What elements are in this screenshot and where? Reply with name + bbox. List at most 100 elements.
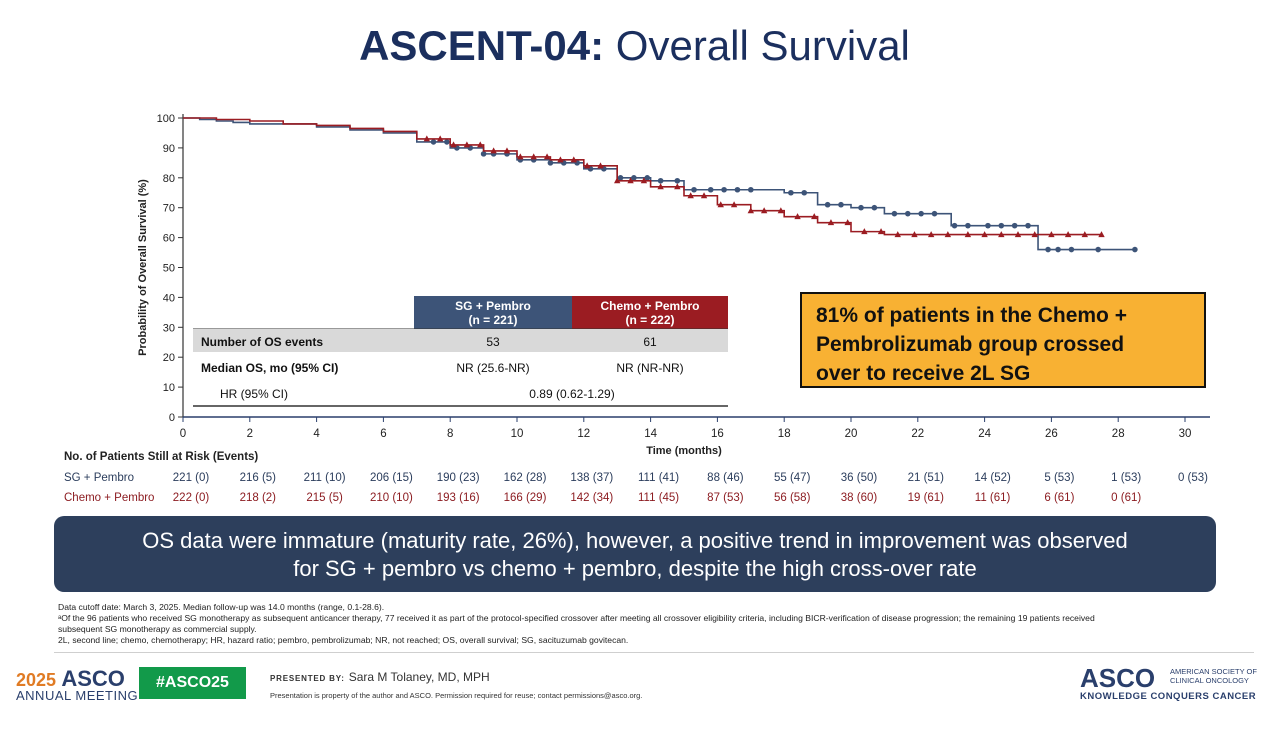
asco-logo: ASCO xyxy=(1080,663,1156,693)
censor-mark-sg xyxy=(1025,222,1031,229)
table-row-2-label: Median OS, mo (95% CI) xyxy=(201,361,338,375)
risk-value-chemo: 222 (0) xyxy=(172,492,210,504)
censor-mark-sg xyxy=(631,175,637,181)
y-tick-label: 40 xyxy=(163,292,175,304)
censor-mark-chemo xyxy=(717,201,724,208)
censor-mark-sg xyxy=(657,177,664,184)
risk-value-sg: 216 (5) xyxy=(239,472,277,484)
meeting-name: ANNUAL MEETING xyxy=(16,688,139,703)
censor-mark-chemo xyxy=(981,231,988,238)
censor-mark-sg xyxy=(918,210,924,217)
censor-mark-chemo xyxy=(894,231,901,238)
table-row-1-bg xyxy=(193,329,728,352)
x-tick-label: 0 xyxy=(180,428,186,440)
censor-mark-sg xyxy=(904,210,911,217)
censor-mark-chemo xyxy=(827,219,835,226)
x-tick-label: 28 xyxy=(1112,428,1125,440)
table-header-sg-n: (n = 221) xyxy=(468,313,517,327)
risk-value-chemo: 218 (2) xyxy=(239,492,277,504)
censor-mark-sg xyxy=(801,189,808,196)
hashtag-badge: #ASCO25 xyxy=(139,667,246,699)
censor-mark-chemo xyxy=(490,147,497,154)
table-header-chemo-n: (n = 222) xyxy=(625,313,674,327)
censor-mark-chemo xyxy=(1014,231,1022,238)
censor-mark-chemo xyxy=(811,213,818,220)
censor-mark-chemo xyxy=(1064,231,1072,238)
censor-mark-sg xyxy=(998,222,1005,229)
censor-mark-sg xyxy=(721,186,727,193)
censor-mark-chemo xyxy=(674,183,681,190)
censor-mark-chemo xyxy=(543,153,551,160)
censor-mark-chemo xyxy=(557,156,564,163)
x-tick-label: 14 xyxy=(644,428,657,440)
callout-line-2: Pembrolizumab group crossed xyxy=(816,333,1125,356)
risk-value-sg: 1 (53) xyxy=(1111,472,1142,484)
x-tick-label: 4 xyxy=(313,428,320,440)
property-note: Presentation is property of the author a… xyxy=(270,691,643,700)
censor-mark-chemo xyxy=(1098,231,1105,238)
censor-mark-chemo xyxy=(1031,231,1038,238)
risk-value-sg: 21 (51) xyxy=(907,472,945,484)
censor-mark-sg xyxy=(788,189,794,196)
censor-mark-sg xyxy=(547,160,554,166)
censor-mark-chemo xyxy=(877,228,885,235)
risk-label-chemo: Chemo + Pembro xyxy=(64,492,155,504)
censor-mark-chemo xyxy=(640,177,648,184)
table-row-3-value: 0.89 (0.62-1.29) xyxy=(529,387,614,401)
risk-value-chemo: 56 (58) xyxy=(773,492,811,504)
censor-mark-chemo xyxy=(450,141,457,148)
km-curve-chemo xyxy=(183,117,1102,236)
slide-title: ASCENT-04: Overall Survival xyxy=(0,22,1269,70)
y-tick-label: 30 xyxy=(163,322,175,334)
table-header-sg xyxy=(414,296,572,329)
title-rest: Overall Survival xyxy=(604,22,910,69)
censor-mark-chemo xyxy=(657,183,664,190)
censor-mark-chemo xyxy=(794,213,801,220)
risk-value-chemo: 11 (61) xyxy=(974,492,1011,504)
table-row-1-sg: 53 xyxy=(486,335,500,349)
presenter-name: Sara M Tolaney, MD, MPH xyxy=(348,670,490,684)
x-tick-label: 30 xyxy=(1179,428,1192,440)
y-tick-label: 90 xyxy=(163,143,175,155)
y-tick-label: 20 xyxy=(163,352,175,364)
footnote-3: subsequent SG monotherapy as commercial … xyxy=(58,624,257,634)
censor-mark-chemo xyxy=(627,177,634,184)
footnote-1: Data cutoff date: March 3, 2025. Median … xyxy=(58,602,385,612)
risk-value-chemo: 142 (34) xyxy=(570,492,614,504)
censor-mark-sg xyxy=(871,204,878,211)
presented-label: PRESENTED BY: xyxy=(270,674,345,683)
y-tick-label: 50 xyxy=(163,263,175,275)
risk-value-sg: 0 (53) xyxy=(1177,472,1209,484)
footnotes: Data cutoff date: March 3, 2025. Median … xyxy=(58,602,1218,646)
censor-mark-sg xyxy=(430,139,437,145)
censor-mark-chemo xyxy=(777,207,785,214)
x-tick-label: 16 xyxy=(711,428,724,440)
footer-divider xyxy=(54,652,1254,653)
risk-value-chemo: 215 (5) xyxy=(306,492,343,504)
risk-value-sg: 88 (46) xyxy=(707,472,744,484)
risk-value-chemo: 166 (29) xyxy=(503,492,547,504)
censor-mark-sg xyxy=(858,204,864,211)
censor-mark-chemo xyxy=(687,192,694,199)
banner-line-2: for SG + pembro vs chemo + pembro, despi… xyxy=(293,556,977,581)
censor-mark-sg xyxy=(748,186,754,193)
risk-value-sg: 206 (15) xyxy=(369,472,413,484)
society-line-1: AMERICAN SOCIETY OF xyxy=(1170,667,1257,676)
risk-row-sg: SG + Pembro 221 (0) 216 (5) 211 (10) 206 (1… xyxy=(0,472,1269,488)
callout-line-1: 81% of patients in the Chemo + xyxy=(816,304,1127,327)
meeting-asco: ASCO xyxy=(61,666,125,691)
censor-mark-chemo xyxy=(1048,231,1055,238)
x-tick-label: 2 xyxy=(247,428,253,440)
risk-value-sg: 5 (53) xyxy=(1044,472,1075,484)
risk-value-sg: 190 (23) xyxy=(436,472,480,484)
censor-mark-chemo xyxy=(700,192,708,199)
presenter-line: PRESENTED BY: Sara M Tolaney, MD, MPH xyxy=(270,670,490,684)
table-row-2-sg: NR (25.6-NR) xyxy=(456,361,529,375)
risk-value-chemo: 38 (60) xyxy=(840,492,878,504)
censor-mark-sg xyxy=(707,186,714,193)
y-axis-title: Probability of Overall Survival (%) xyxy=(137,179,149,356)
risk-label-sg: SG + Pembro xyxy=(64,472,134,484)
table-header-chemo xyxy=(572,296,728,329)
society-line-2: CLINICAL ONCOLOGY xyxy=(1170,676,1249,685)
